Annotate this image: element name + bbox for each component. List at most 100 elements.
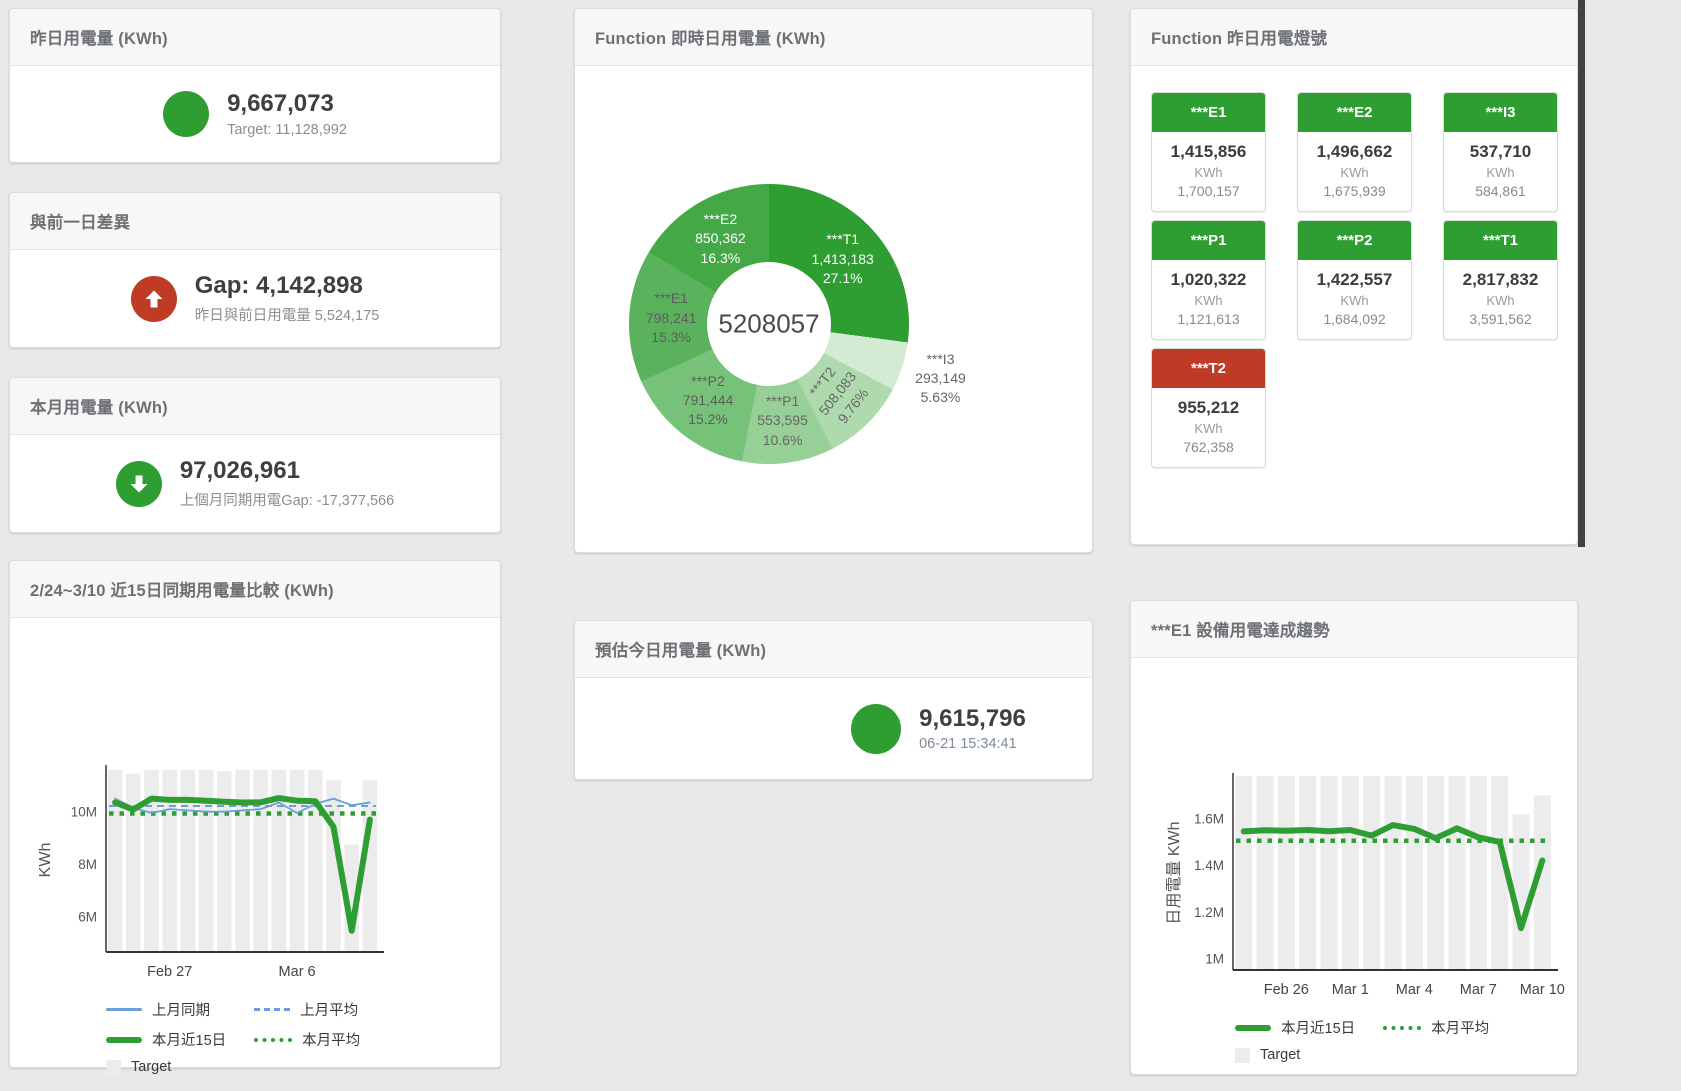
target-bar [1491, 776, 1509, 970]
donut-slice-label-P2: ***P2 791,444 15.2% [682, 372, 734, 428]
e1-trend-legend: 本月近15日 本月平均 Target [1235, 1017, 1577, 1063]
y-axis-title: 日用電量 KWh [1166, 821, 1183, 924]
light-tile-body: 1,020,322 KWh 1,121,613 [1152, 260, 1265, 339]
card-month-usage-body: 97,026,961 上個月同期用電Gap: -17,377,566 [10, 435, 500, 532]
card-yesterday-usage: 昨日用電量 (KWh) 9,667,073 Target: 11,128,992 [9, 8, 501, 163]
x-tick-label: Mar 7 [1460, 982, 1497, 998]
donut-slice-label-E1: ***E1 798,241 15.3% [645, 290, 697, 345]
legend-swatch-bar [1235, 1047, 1250, 1063]
light-tile-unit: KWh [1194, 421, 1223, 436]
light-tile-value: 955,212 [1177, 398, 1240, 417]
legend-item-本月近15日[interactable]: 本月近15日 [106, 1029, 226, 1050]
light-tile-value: 1,422,557 [1316, 270, 1393, 289]
target-bar [1277, 776, 1295, 970]
green-status-circle-icon [851, 703, 902, 754]
x-tick-label: Feb 27 [147, 964, 192, 980]
card-month-usage-title: 本月用電量 (KWh) [10, 378, 500, 435]
light-tile-target: 3,591,562 [1469, 311, 1532, 327]
legend-swatch-dotted [1383, 1025, 1422, 1030]
e1-trend-chart-area[interactable]: 1M 1.2M 1.4M 1.6M Feb 26 Mar 1 Mar 4 Mar 7 Mar 1… [1131, 658, 1577, 1011]
light-tile-label: ***I3 [1444, 93, 1557, 132]
legend-item-本月平均[interactable]: 本月平均 [254, 1029, 360, 1050]
y-tick-label: 1.6M [1194, 812, 1224, 827]
card-lights-title: Function 昨日用電燈號 [1131, 9, 1577, 66]
center-column: Function 即時日用電量 (KWh) 5208057 ***T1 1,413,… [574, 8, 1093, 780]
legend-item-Target[interactable]: Target [1235, 1047, 1355, 1063]
legend-item-Target[interactable]: Target [106, 1059, 226, 1075]
vertical-scrollbar[interactable] [1578, 0, 1585, 547]
light-tile-I3: ***I3 537,710 KWh 584,861 [1443, 92, 1558, 212]
y-tick-label: 6M [78, 909, 97, 924]
right-column: Function 昨日用電燈號 ***E1 1,415,856 KWh 1,700,1… [1130, 8, 1578, 1075]
legend-item-本月近15日[interactable]: 本月近15日 [1235, 1017, 1355, 1038]
month-usage-value: 97,026,961 [179, 457, 300, 485]
light-tile-body: 537,710 KWh 584,861 [1444, 132, 1557, 211]
target-bar [271, 769, 287, 952]
legend-item-上月同期[interactable]: 上月同期 [106, 999, 226, 1020]
legend-label: 本月近15日 [152, 1033, 227, 1049]
target-bar [235, 769, 250, 952]
target-bar [1405, 776, 1423, 970]
x-tick-label: Mar 1 [1332, 982, 1369, 998]
estimate-today-value: 9,615,796 [919, 704, 1026, 732]
target-bar [1384, 776, 1402, 970]
light-tile-label: ***E2 [1298, 93, 1411, 132]
card-gap-prev-day-body: Gap: 4,142,898 昨日與前日用電量 5,524,175 [10, 250, 500, 347]
legend-label: Target [1260, 1047, 1301, 1063]
light-tile-T2: ***T2 955,212 KWh 762,358 [1151, 348, 1266, 468]
target-bar [1448, 776, 1466, 970]
card-estimate-today-title: 預估今日用電量 (KWh) [575, 621, 1092, 678]
arrow-down-icon [115, 460, 162, 507]
x-tick-label: Mar 4 [1396, 982, 1433, 998]
compare15-svg[interactable]: 6M 8M 10M Feb 27 Mar 6 KWh [10, 758, 502, 988]
gap-prev-day-subtitle: 昨日與前日用電量 5,524,175 [194, 307, 380, 324]
legend-swatch-thin [106, 1008, 142, 1011]
legend-item-上月平均[interactable]: 上月平均 [254, 999, 360, 1020]
card-e1-trend-title: ***E1 設備用電達成趨勢 [1131, 601, 1577, 658]
card-yesterday-usage-title: 昨日用電量 (KWh) [10, 9, 500, 66]
light-tile-P1: ***P1 1,020,322 KWh 1,121,613 [1151, 220, 1266, 340]
legend-label: 上月同期 [152, 1003, 210, 1019]
legend-label: 本月平均 [302, 1033, 361, 1049]
light-tile-unit: KWh [1340, 293, 1369, 308]
y-tick-label: 1.4M [1194, 858, 1224, 873]
light-tile-value: 1,415,856 [1170, 142, 1247, 161]
light-tile-P2: ***P2 1,422,557 KWh 1,684,092 [1297, 220, 1412, 340]
light-tile-label: ***T1 [1444, 221, 1557, 260]
realtime-donut-chart[interactable]: 5208057 ***T1 1,413,183 27.1% ***I3 293,149 5.… [575, 184, 1092, 464]
light-tile-body: 1,415,856 KWh 1,700,157 [1152, 132, 1265, 211]
light-tile-unit: KWh [1194, 165, 1223, 180]
light-tile-label: ***T2 [1152, 349, 1265, 388]
legend-swatch-thick [106, 1036, 142, 1043]
legend-swatch-dotted [254, 1037, 293, 1042]
legend-item-本月平均[interactable]: 本月平均 [1383, 1017, 1489, 1038]
e1-trend-svg[interactable]: 1M 1.2M 1.4M 1.6M Feb 26 Mar 1 Mar 4 Mar 7 Mar 1… [1131, 766, 1579, 1006]
target-bar [217, 771, 232, 952]
light-tile-body: 1,496,662 KWh 1,675,939 [1298, 132, 1411, 211]
y-tick-label: 8M [78, 857, 97, 872]
target-bar [1533, 795, 1551, 970]
x-tick-label: Feb 26 [1264, 982, 1309, 998]
light-tile-T1: ***T1 2,817,832 KWh 3,591,562 [1443, 220, 1558, 340]
target-bar [107, 769, 123, 952]
light-tile-body: 1,422,557 KWh 1,684,092 [1298, 260, 1411, 339]
card-month-usage: 本月用電量 (KWh) 97,026,961 上個月同期用電Gap: -17,3… [9, 377, 501, 533]
card-gap-prev-day: 與前一日差異 Gap: 4,142,898 昨日與前日用電量 5,524,175 [9, 192, 501, 348]
compare15-chart-area[interactable]: 6M 8M 10M Feb 27 Mar 6 KWh [10, 618, 500, 993]
target-bar [308, 769, 323, 952]
gap-prev-day-value: Gap: 4,142,898 [194, 272, 363, 300]
light-tile-target: 1,684,092 [1323, 311, 1386, 327]
card-e1-trend: ***E1 設備用電達成趨勢 1M 1.2M 1.4M 1.6M Feb 26 Mar 1… [1130, 600, 1578, 1075]
x-tick-label: Mar 6 [279, 964, 316, 980]
legend-swatch-dashed [254, 1008, 291, 1011]
light-tile-target: 762,358 [1183, 439, 1234, 455]
light-tile-E1: ***E1 1,415,856 KWh 1,700,157 [1151, 92, 1266, 212]
card-estimate-today-body: 9,615,796 06-21 15:34:41 [680, 678, 1197, 779]
y-tick-label: 10M [71, 805, 97, 820]
target-bar [1235, 776, 1253, 970]
legend-swatch-thick [1235, 1024, 1271, 1031]
legend-swatch-bar [106, 1059, 121, 1075]
target-bar [253, 769, 268, 952]
target-bar [1469, 776, 1487, 970]
target-bar [362, 780, 378, 952]
